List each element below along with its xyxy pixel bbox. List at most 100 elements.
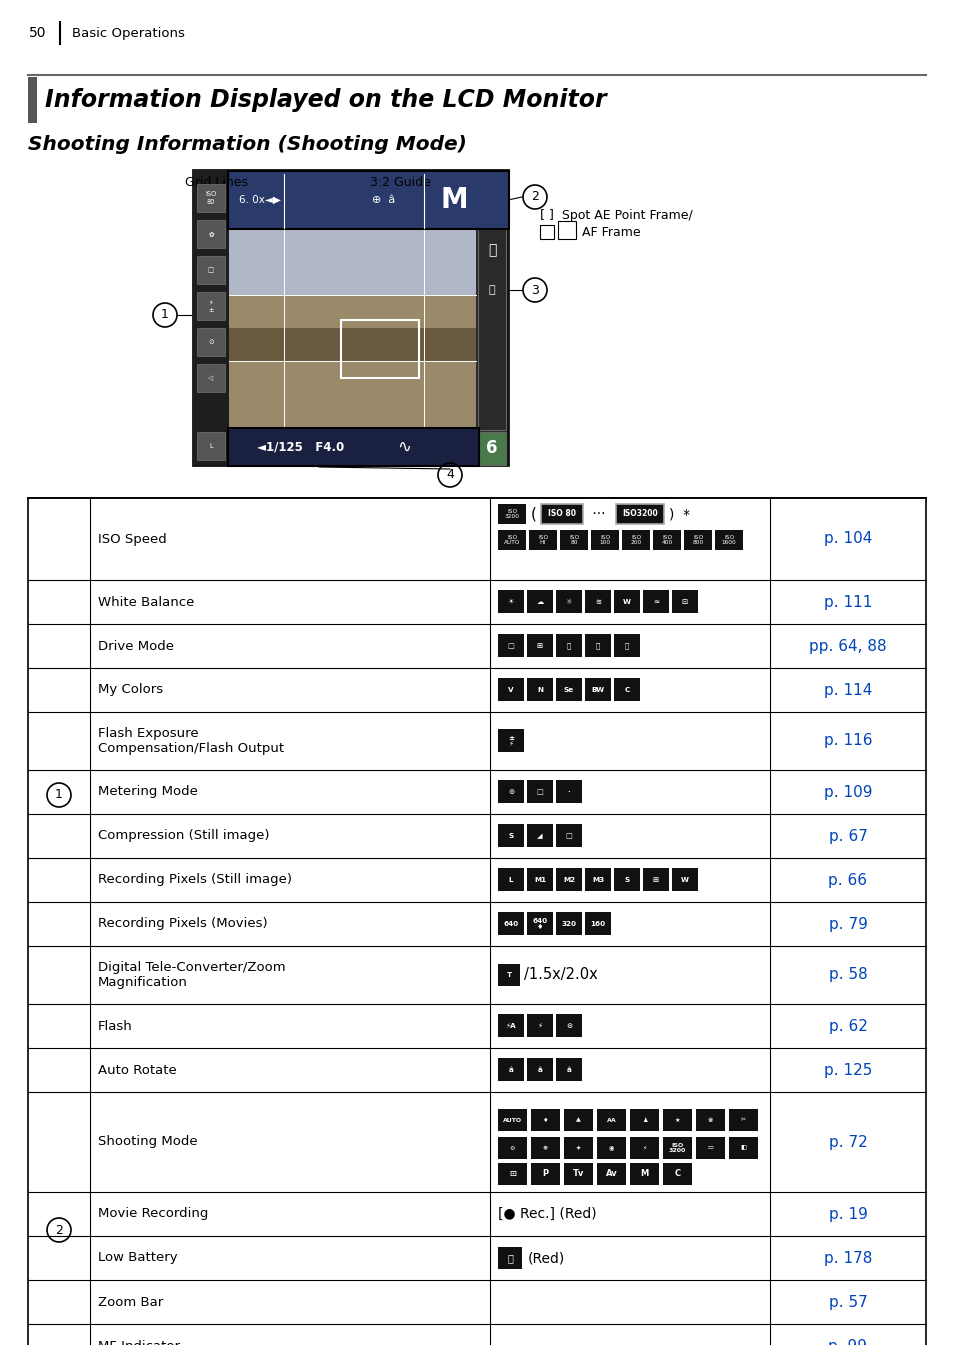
Text: 1: 1 xyxy=(161,308,169,321)
Text: Movie Recording: Movie Recording xyxy=(98,1208,208,1220)
Bar xyxy=(556,1014,581,1037)
Text: ⚙: ⚙ xyxy=(509,1146,515,1150)
Bar xyxy=(539,225,554,239)
Bar xyxy=(629,1137,659,1159)
Bar xyxy=(556,780,581,803)
Bar xyxy=(662,1110,691,1131)
Text: p. 178: p. 178 xyxy=(823,1251,871,1266)
Text: ISO
200: ISO 200 xyxy=(630,535,641,545)
Bar xyxy=(229,229,476,295)
Bar xyxy=(662,1163,691,1185)
Text: ISO3200: ISO3200 xyxy=(621,510,658,519)
Text: W: W xyxy=(680,877,688,884)
Text: [ ]  Spot AE Point Frame/: [ ] Spot AE Point Frame/ xyxy=(539,208,692,222)
Bar xyxy=(497,1163,526,1185)
Text: ⊡: ⊡ xyxy=(509,1170,516,1178)
Text: p. 79: p. 79 xyxy=(828,916,866,932)
Bar xyxy=(497,868,523,890)
Text: AA: AA xyxy=(606,1118,616,1123)
Text: ♟: ♟ xyxy=(641,1118,647,1123)
Text: )  *: ) * xyxy=(668,507,689,521)
Bar xyxy=(531,1163,559,1185)
Text: 160: 160 xyxy=(590,921,605,927)
Text: □: □ xyxy=(507,643,514,650)
Text: p. 109: p. 109 xyxy=(822,784,871,799)
Bar xyxy=(497,590,523,613)
Text: My Colors: My Colors xyxy=(98,683,163,697)
Text: M3: M3 xyxy=(591,877,603,884)
Text: ▭: ▭ xyxy=(707,1146,713,1150)
Bar xyxy=(196,328,225,356)
Text: ❋: ❋ xyxy=(542,1146,548,1150)
Text: 3:2 Guide: 3:2 Guide xyxy=(370,176,431,190)
Bar xyxy=(228,171,509,229)
Text: M1: M1 xyxy=(534,877,545,884)
Bar xyxy=(497,1137,526,1159)
Bar xyxy=(228,428,478,465)
Bar xyxy=(526,678,553,701)
Text: ISO
400: ISO 400 xyxy=(660,535,672,545)
Text: C: C xyxy=(623,687,629,693)
Bar xyxy=(196,221,225,247)
Text: ✦: ✦ xyxy=(576,1146,580,1150)
Text: ⚡
±: ⚡ ± xyxy=(208,300,213,312)
Text: L: L xyxy=(508,877,513,884)
Text: 50: 50 xyxy=(30,26,47,40)
Bar xyxy=(614,590,639,613)
Text: (Red): (Red) xyxy=(527,1251,565,1266)
Bar xyxy=(629,1163,659,1185)
Text: AF Frame: AF Frame xyxy=(581,226,640,238)
Bar xyxy=(584,912,610,935)
Text: â: â xyxy=(566,1067,571,1073)
Bar xyxy=(597,1137,625,1159)
Text: ···: ··· xyxy=(587,507,605,521)
Bar xyxy=(497,780,523,803)
Bar xyxy=(28,77,37,122)
Bar xyxy=(559,530,587,550)
Text: ISO 80: ISO 80 xyxy=(547,510,576,519)
Text: BW: BW xyxy=(591,687,604,693)
Bar xyxy=(497,1247,521,1268)
Bar xyxy=(629,1110,659,1131)
Text: Auto Rotate: Auto Rotate xyxy=(98,1064,176,1076)
Text: ⊡: ⊡ xyxy=(681,599,687,605)
Bar xyxy=(652,530,680,550)
Text: ⚡A: ⚡A xyxy=(505,1024,516,1029)
Bar xyxy=(196,184,225,213)
Bar xyxy=(556,824,581,847)
Bar xyxy=(526,912,553,935)
Text: 2: 2 xyxy=(55,1224,63,1236)
Text: ❀: ❀ xyxy=(707,1118,713,1123)
Text: Flash: Flash xyxy=(98,1020,132,1033)
Bar xyxy=(526,780,553,803)
Bar xyxy=(556,868,581,890)
Text: Grid Lines: Grid Lines xyxy=(185,176,248,190)
Bar xyxy=(621,530,649,550)
Text: ☁: ☁ xyxy=(536,599,543,605)
Bar xyxy=(671,590,698,613)
Bar xyxy=(497,1059,523,1081)
Bar xyxy=(556,590,581,613)
Bar xyxy=(671,868,698,890)
Bar xyxy=(497,824,523,847)
Text: p. 111: p. 111 xyxy=(823,594,871,609)
Text: ≋: ≋ xyxy=(595,599,600,605)
Bar xyxy=(563,1137,593,1159)
Bar xyxy=(196,432,225,460)
Bar xyxy=(531,1137,559,1159)
Text: ⊙: ⊙ xyxy=(208,339,213,346)
Text: ◁: ◁ xyxy=(208,375,213,381)
Text: 6. 0x◄▶: 6. 0x◄▶ xyxy=(239,195,280,204)
Text: ISO
HI: ISO HI xyxy=(537,535,547,545)
Text: Shooting Mode: Shooting Mode xyxy=(98,1135,197,1149)
Text: /1.5x/2.0x: /1.5x/2.0x xyxy=(523,967,598,982)
Text: â: â xyxy=(537,1067,542,1073)
Text: Recording Pixels (Still image): Recording Pixels (Still image) xyxy=(98,873,292,886)
Text: Recording Pixels (Movies): Recording Pixels (Movies) xyxy=(98,917,268,931)
Text: C: C xyxy=(674,1170,679,1178)
Bar xyxy=(597,1163,625,1185)
Text: 320: 320 xyxy=(561,921,576,927)
Text: ⚡: ⚡ xyxy=(537,1024,542,1029)
Text: ✿: ✿ xyxy=(208,231,213,237)
Bar xyxy=(642,590,668,613)
